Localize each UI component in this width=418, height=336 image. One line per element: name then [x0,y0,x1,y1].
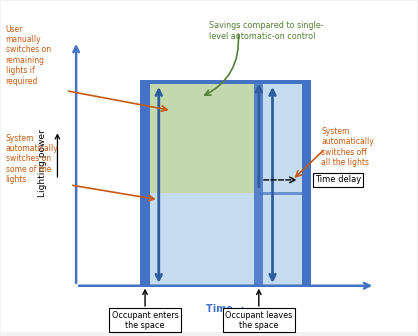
Bar [140,84,150,286]
Bar [259,192,302,195]
Text: System
automatically
switches on
some of the
lights: System automatically switches on some of… [5,134,58,184]
Text: Savings compared to single-
level automatic-on control: Savings compared to single- level automa… [209,21,324,41]
Text: Lighting power: Lighting power [38,129,47,197]
Bar [254,84,263,286]
Bar [140,80,311,84]
Bar [302,84,311,286]
Text: User
manually
switches on
remaining
lights if
required: User manually switches on remaining ligh… [5,25,51,86]
Text: System
automatically
switches off
all the lights: System automatically switches off all th… [321,127,374,167]
Text: Occupant enters
the space: Occupant enters the space [112,310,178,330]
Text: Time delay: Time delay [315,175,361,184]
Bar [140,84,259,193]
Text: Occupant leaves
the space: Occupant leaves the space [225,310,293,330]
Bar [140,84,311,286]
Text: Time →: Time → [206,304,245,314]
